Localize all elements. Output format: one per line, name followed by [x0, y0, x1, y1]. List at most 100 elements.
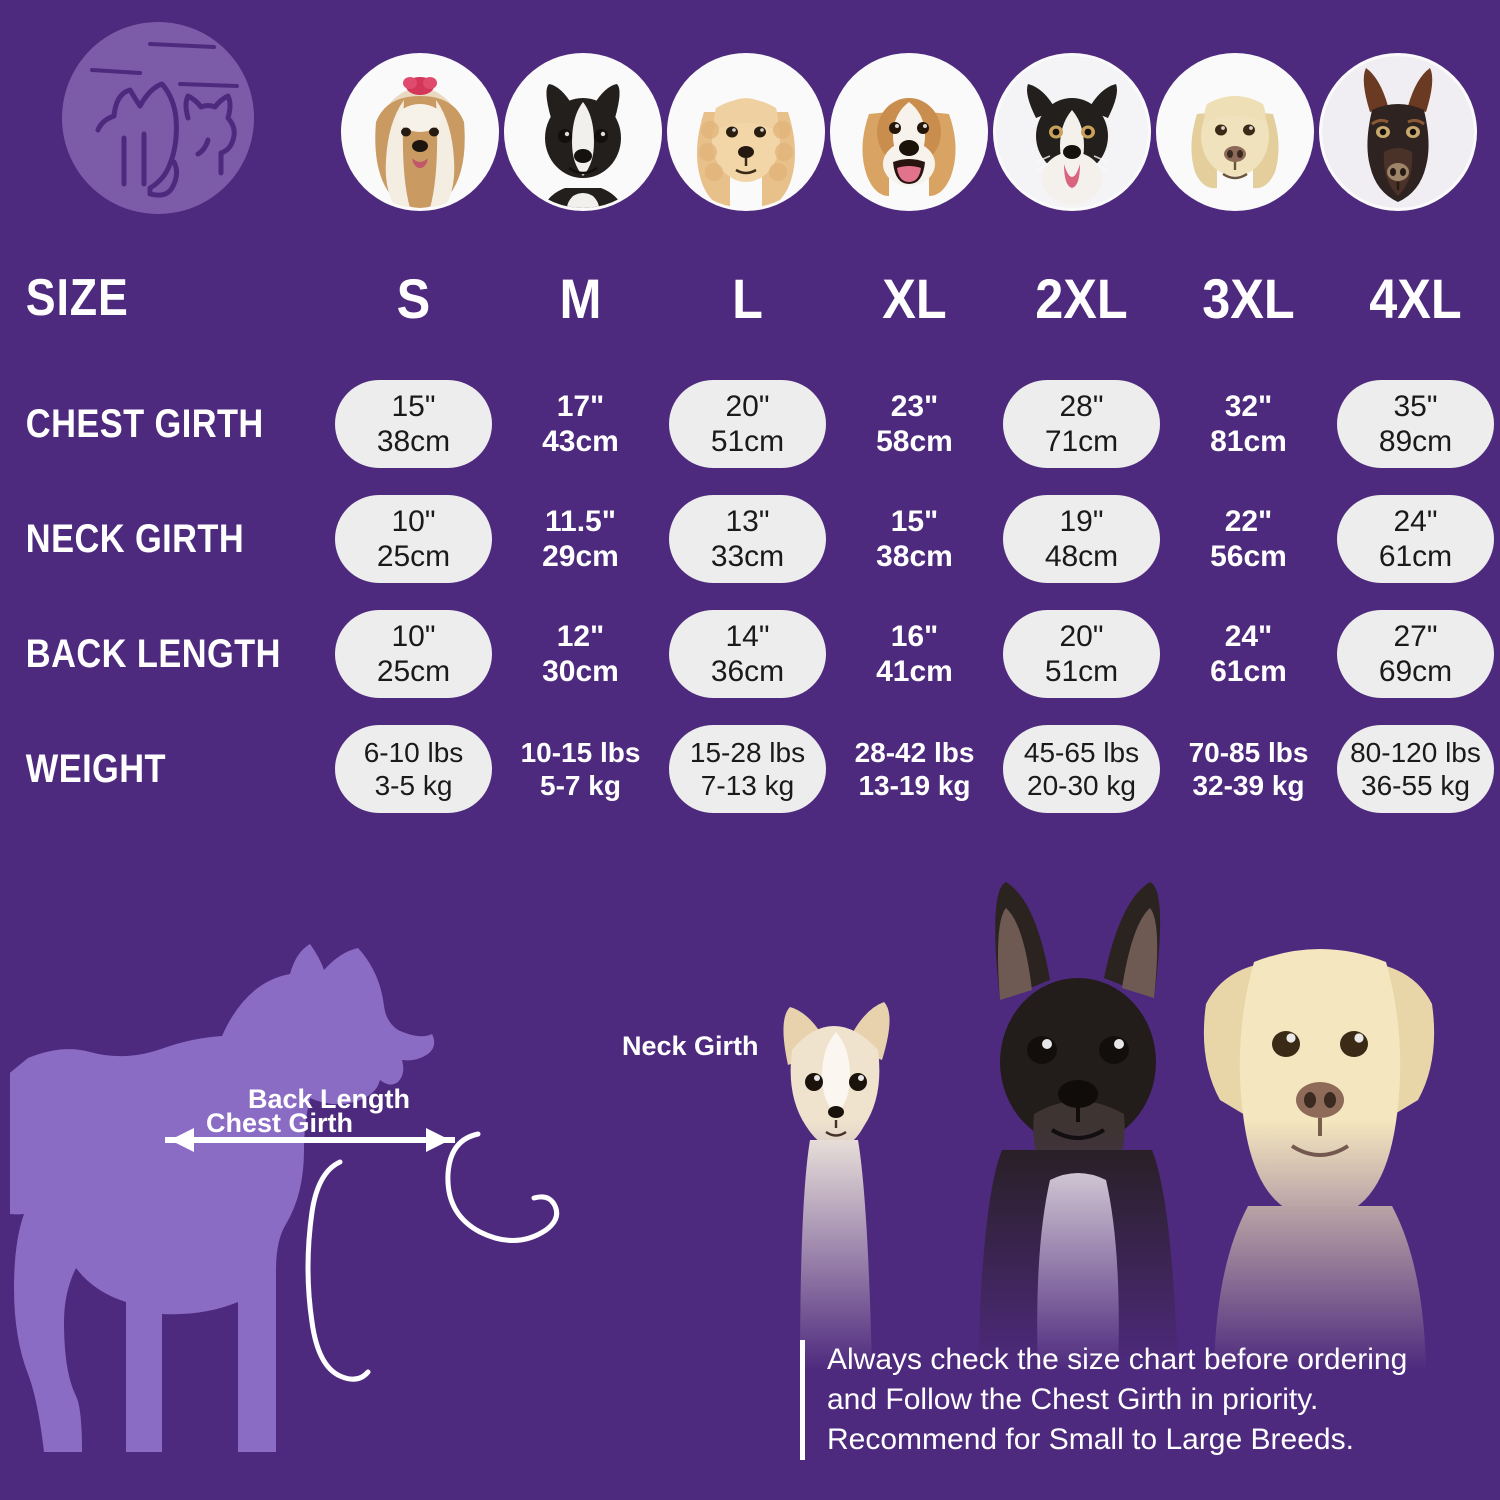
cell-weight-xl: 28-42 lbs 13-19 kg	[831, 723, 998, 815]
cell-weight-4xl: 80-120 lbs 36-55 kg	[1332, 723, 1499, 815]
cell-weight-s: 6-10 lbs 3-5 kg	[330, 723, 497, 815]
cell-value-metric: 61cm	[1378, 540, 1453, 573]
cell-value-metric: 89cm	[1378, 425, 1453, 458]
cell-value-imperial: 10-15 lbs	[520, 736, 641, 768]
breed-avatar-doberman-pinscher	[1322, 56, 1474, 208]
cell-value-imperial: 12"	[556, 619, 605, 653]
cell-text: 28-42 lbs 13-19 kg	[855, 736, 975, 802]
cell-chest-girth-s: 15" 38cm	[330, 378, 497, 470]
cell-value-imperial: 32"	[1224, 389, 1273, 423]
cell-value-metric: 13-19 kg	[858, 770, 971, 801]
cell-pill	[1337, 495, 1494, 583]
table-header-row: SIZE S M L XL 2XL 3XL 4XL	[0, 248, 1500, 348]
cell-text: 22" 56cm	[1210, 504, 1287, 575]
cell-neck-girth-l: 13" 33cm	[664, 493, 831, 585]
cell-pill	[335, 610, 492, 698]
cell-value-imperial: 19"	[1059, 504, 1104, 538]
dog-cat-circle-logo-icon	[90, 42, 239, 198]
column-header-2xl: 2XL	[1035, 266, 1128, 330]
cell-value-metric: 51cm	[710, 425, 785, 458]
cell-text: 32" 81cm	[1210, 389, 1287, 460]
cell-value-metric: 25cm	[376, 655, 451, 688]
cell-value-imperial: 10"	[391, 504, 436, 538]
column-header-xl: XL	[882, 266, 947, 330]
table-row-chest-girth: CHEST GIRTH 15" 38cm 17" 43cm 20" 51cm 23" 58cm…	[0, 378, 1500, 470]
caption-line-2: and Follow the Chest Girth in priority.	[827, 1382, 1319, 1416]
cell-pill	[1337, 380, 1494, 468]
cell-value-imperial: 15-28 lbs	[689, 736, 806, 768]
caption-line-1: Always check the size chart before order…	[827, 1343, 1408, 1376]
cell-value-metric: 20-30 kg	[1027, 770, 1136, 801]
cell-value-metric: 25cm	[376, 540, 451, 573]
cell-value-metric: 58cm	[876, 425, 953, 458]
cell-value-metric: 56cm	[1210, 540, 1287, 573]
cell-chest-girth-3xl: 32" 81cm	[1165, 378, 1332, 470]
cell-value-imperial: 16"	[890, 619, 939, 653]
cell-value-metric: 3-5 kg	[374, 770, 453, 801]
cell-text: 23" 58cm	[876, 389, 953, 460]
breed-avatar-boston-terrier	[507, 56, 659, 208]
cell-neck-girth-3xl: 22" 56cm	[1165, 493, 1332, 585]
cell-text: 11.5" 29cm	[542, 504, 619, 575]
cell-value-metric: 36cm	[710, 655, 785, 688]
cell-back-length-s: 10" 25cm	[330, 608, 497, 700]
cell-neck-girth-2xl: 19" 48cm	[998, 493, 1165, 585]
cell-neck-girth-m: 11.5" 29cm	[497, 493, 664, 585]
cell-value-metric: 30cm	[542, 655, 619, 688]
cell-value-metric: 69cm	[1378, 655, 1453, 688]
cell-pill	[669, 380, 826, 468]
row-label-back-length: BACK LENGTH	[25, 631, 281, 676]
diagram-label-back-length: Back Length	[248, 1084, 410, 1114]
cell-value-imperial: 27"	[1393, 619, 1438, 653]
cell-text: 19" 48cm	[1045, 504, 1118, 575]
cell-value-imperial: 17"	[556, 389, 605, 423]
cell-value-metric: 29cm	[542, 540, 619, 573]
cell-value-imperial: 6-10 lbs	[363, 736, 464, 768]
cell-value-imperial: 20"	[1059, 619, 1104, 653]
cell-back-length-l: 14" 36cm	[664, 608, 831, 700]
cell-text: 28" 71cm	[1045, 389, 1118, 460]
cell-value-imperial: 14"	[725, 619, 770, 653]
column-header-3xl: 3XL	[1202, 266, 1295, 330]
cell-text: 15" 38cm	[876, 504, 953, 575]
breed-avatar-shih-tzu	[344, 56, 496, 208]
cell-back-length-2xl: 20" 51cm	[998, 608, 1165, 700]
brand-logo	[62, 22, 254, 214]
cell-text: 10-15 lbs 5-7 kg	[521, 736, 641, 802]
cell-pill	[1337, 610, 1494, 698]
row-label-weight: WEIGHT	[25, 746, 166, 791]
header-cells: S M L XL 2XL 3XL 4XL	[330, 266, 1500, 331]
cell-weight-2xl: 45-65 lbs 20-30 kg	[998, 723, 1165, 815]
cell-value-imperial: 28-42 lbs	[854, 736, 975, 768]
cell-value-imperial: 20"	[725, 389, 770, 423]
table-row-weight: WEIGHT 6-10 lbs 3-5 kg 10-15 lbs 5-7 kg 15-2…	[0, 723, 1500, 815]
cell-text: 20" 51cm	[1045, 619, 1118, 690]
measurement-diagram: Back Length Neck Girth Chest Girth	[0, 880, 770, 1480]
cell-neck-girth-s: 10" 25cm	[330, 493, 497, 585]
caption-line-3: Recommend for Small to Large Breeds.	[827, 1422, 1354, 1456]
cell-pill	[1003, 725, 1160, 813]
cell-pill	[335, 380, 492, 468]
cell-text: 45-65 lbs 20-30 kg	[1024, 736, 1139, 802]
cell-back-length-4xl: 27" 69cm	[1332, 608, 1499, 700]
row-cells-neck-girth: 10" 25cm 11.5" 29cm 13" 33cm 15" 38cm 19" 48cm 22"…	[330, 493, 1500, 585]
cell-value-metric: 38cm	[876, 540, 953, 573]
cell-text: 6-10 lbs 3-5 kg	[364, 736, 464, 802]
column-header-m: M	[559, 266, 602, 330]
diagram-label-chest-girth: Chest Girth	[206, 1108, 353, 1138]
cell-text: 80-120 lbs 36-55 kg	[1350, 736, 1481, 802]
breed-avatar-beagle	[833, 56, 985, 208]
cell-value-imperial: 24"	[1224, 619, 1273, 653]
cell-value-imperial: 22"	[1224, 504, 1273, 538]
cell-chest-girth-l: 20" 51cm	[664, 378, 831, 470]
breed-avatar-cocker-spaniel	[670, 56, 822, 208]
cell-text: 35" 89cm	[1379, 389, 1452, 460]
breed-avatar-border-collie	[996, 56, 1148, 208]
cell-pill	[669, 725, 826, 813]
cell-text: 17" 43cm	[542, 389, 619, 460]
cell-value-metric: 48cm	[1044, 540, 1119, 573]
row-cells-chest-girth: 15" 38cm 17" 43cm 20" 51cm 23" 58cm 28" 71cm 32" 81…	[330, 378, 1500, 470]
header-bar	[0, 0, 1500, 240]
cell-back-length-m: 12" 30cm	[497, 608, 664, 700]
row-cells-back-length: 10" 25cm 12" 30cm 14" 36cm 16" 41cm 20" 51cm 24" 61…	[330, 608, 1500, 700]
